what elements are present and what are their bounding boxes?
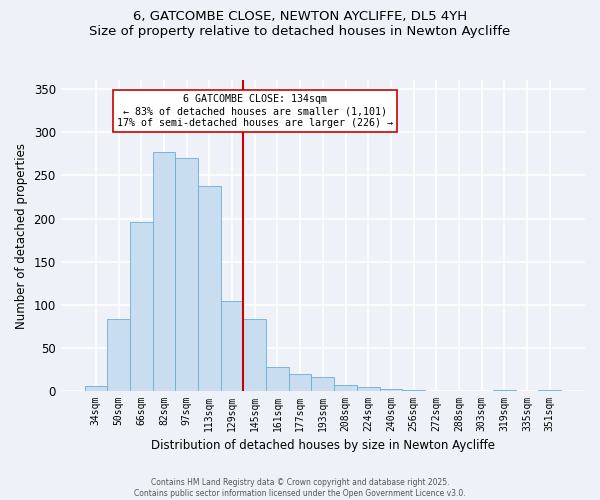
Bar	[130, 222, 152, 391]
X-axis label: Distribution of detached houses by size in Newton Aycliffe: Distribution of detached houses by size …	[151, 440, 495, 452]
Text: 6 GATCOMBE CLOSE: 134sqm
← 83% of detached houses are smaller (1,101)
17% of sem: 6 GATCOMBE CLOSE: 134sqm ← 83% of detach…	[116, 94, 392, 128]
Bar	[152, 152, 175, 391]
Bar	[266, 367, 289, 391]
Bar	[244, 318, 266, 391]
Bar	[289, 374, 311, 391]
Y-axis label: Number of detached properties: Number of detached properties	[15, 143, 28, 329]
Bar	[311, 378, 334, 391]
Bar	[493, 390, 516, 391]
Bar	[402, 390, 425, 391]
Bar	[198, 186, 221, 391]
Bar	[175, 158, 198, 391]
Bar	[221, 302, 244, 391]
Bar	[538, 390, 561, 391]
Bar	[85, 386, 107, 391]
Bar	[334, 385, 357, 391]
Bar	[380, 390, 402, 391]
Text: 6, GATCOMBE CLOSE, NEWTON AYCLIFFE, DL5 4YH
Size of property relative to detache: 6, GATCOMBE CLOSE, NEWTON AYCLIFFE, DL5 …	[89, 10, 511, 38]
Text: Contains HM Land Registry data © Crown copyright and database right 2025.
Contai: Contains HM Land Registry data © Crown c…	[134, 478, 466, 498]
Bar	[107, 318, 130, 391]
Bar	[357, 386, 380, 391]
